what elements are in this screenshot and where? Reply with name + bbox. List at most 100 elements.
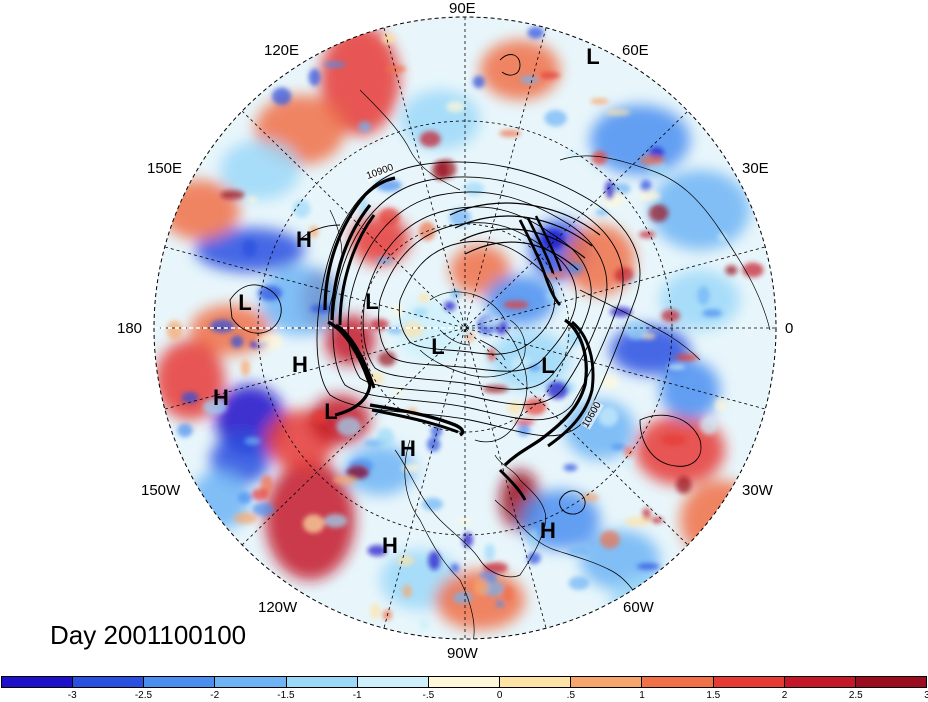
colorbar-tick-label: 1: [639, 690, 645, 701]
anomaly-patch: [490, 330, 570, 390]
anomaly-speck: [402, 584, 412, 598]
lon-label-30e: 30E: [742, 160, 769, 177]
anomaly-speck: [605, 109, 631, 116]
anomaly-speck: [310, 304, 334, 314]
anomaly-speck: [563, 463, 578, 472]
anomaly-patch: [590, 105, 690, 175]
colorbar-tick-label: .5: [566, 690, 576, 701]
anomaly-speck: [376, 427, 395, 447]
lon-label-180: 180: [117, 320, 143, 337]
pressure-center-low: L: [586, 44, 600, 69]
anomaly-speck: [527, 364, 541, 371]
colorbar-tick-label: -.5: [422, 690, 435, 701]
colorbar-tick-label: 3: [924, 690, 928, 701]
anomaly-speck: [381, 33, 396, 45]
lon-label-150w: 150W: [141, 482, 181, 499]
anomaly-patch: [660, 360, 720, 420]
anomaly-speck: [472, 75, 485, 89]
anomaly-speck: [640, 154, 665, 166]
pressure-center-high: H: [296, 227, 312, 252]
anomaly-speck: [240, 359, 251, 377]
colorbar-segment: [357, 677, 429, 687]
anomaly-speck: [463, 182, 485, 196]
colorbar-segment: [2, 677, 74, 687]
anomaly-speck: [202, 398, 228, 415]
pacific-coast: [404, 439, 475, 639]
anomaly-speck: [251, 488, 269, 501]
map-boundary: [153, 16, 777, 640]
colorbar-tick-labels: -3 -2.5 -2 -1.5 -1 -.5 0 .5 1 1.5 2 2.5 3: [1, 690, 928, 702]
anomaly-speck: [233, 512, 258, 525]
anomaly-speck: [473, 577, 489, 596]
anomaly-speck: [699, 416, 718, 435]
colorbar-tick-label: 0: [496, 690, 503, 701]
anomaly-speck: [717, 232, 728, 242]
pressure-center-high: H: [540, 518, 556, 543]
anomaly-speck: [591, 151, 608, 165]
anomaly-patch: [580, 530, 660, 590]
anomaly-speck: [450, 288, 461, 300]
anomaly-speck: [544, 109, 567, 127]
anomaly-speck: [346, 464, 370, 480]
anomaly-speck: [484, 543, 496, 561]
europe-coast: [579, 289, 701, 361]
anomaly-speck: [418, 293, 430, 303]
anomaly-speck: [308, 68, 321, 86]
pressure-center-high: H: [213, 385, 229, 410]
anomaly-speck: [640, 179, 652, 193]
anomaly-speck: [385, 65, 407, 73]
anomaly-speck: [650, 517, 664, 524]
colorbar-segment: [642, 677, 714, 687]
anomaly-speck: [604, 180, 615, 200]
anomaly-speck: [332, 475, 357, 485]
anomaly-speck: [527, 552, 541, 565]
lon-label-120w: 120W: [258, 599, 298, 616]
anomaly-speck: [242, 239, 258, 258]
anomaly-speck: [568, 576, 590, 590]
anomaly-speck: [590, 97, 609, 105]
anomaly-speck: [446, 101, 466, 113]
colorbar-segment: [73, 677, 145, 687]
colorbar-segment: [500, 677, 572, 687]
colorbar-segment: [286, 677, 358, 687]
gulf-coast: [494, 499, 651, 621]
anomaly-speck: [292, 199, 311, 219]
anomaly-speck: [391, 387, 405, 394]
colorbar-tick-label: 1.5: [706, 690, 721, 701]
anomaly-speck: [601, 375, 619, 389]
anomaly-speck: [457, 518, 472, 525]
anomaly-speck: [230, 335, 244, 348]
colorbar-segment: [784, 677, 856, 687]
anomaly-speck: [309, 225, 319, 238]
anomaly-speck: [401, 463, 420, 473]
anomaly-speck: [430, 425, 443, 438]
anomaly-speck: [323, 61, 346, 68]
anomaly-speck: [257, 285, 283, 301]
anomaly-speck: [514, 419, 535, 426]
pressure-center-low: L: [541, 353, 555, 378]
anomaly-speck: [648, 204, 669, 222]
anomaly-speck: [725, 265, 738, 276]
anomaly-speck: [598, 407, 619, 427]
colorbar-segment: [713, 677, 785, 687]
anomaly-speck: [166, 320, 183, 340]
anomaly-speck: [546, 381, 569, 400]
east-asia-coast: [359, 89, 461, 191]
anomaly-speck: [503, 300, 529, 309]
anomaly-speck: [453, 591, 473, 604]
anomaly-speck: [614, 267, 635, 284]
pressure-center-low: L: [365, 289, 379, 314]
anomaly-speck: [581, 493, 599, 502]
arctic-islands: [419, 319, 526, 378]
colorbar-segment: [571, 677, 643, 687]
gridlines: [154, 17, 776, 639]
anomaly-speck: [378, 351, 397, 367]
lon-label-60e: 60E: [622, 42, 649, 59]
anomaly-speck: [714, 398, 727, 412]
colorbar-segment: [428, 677, 501, 687]
colorbar-tick-label: 2.5: [848, 690, 863, 701]
anomaly-speck: [302, 514, 325, 534]
anomaly-speck: [495, 600, 505, 608]
anomaly-speck: [529, 529, 538, 549]
anomaly-speck: [527, 26, 544, 39]
